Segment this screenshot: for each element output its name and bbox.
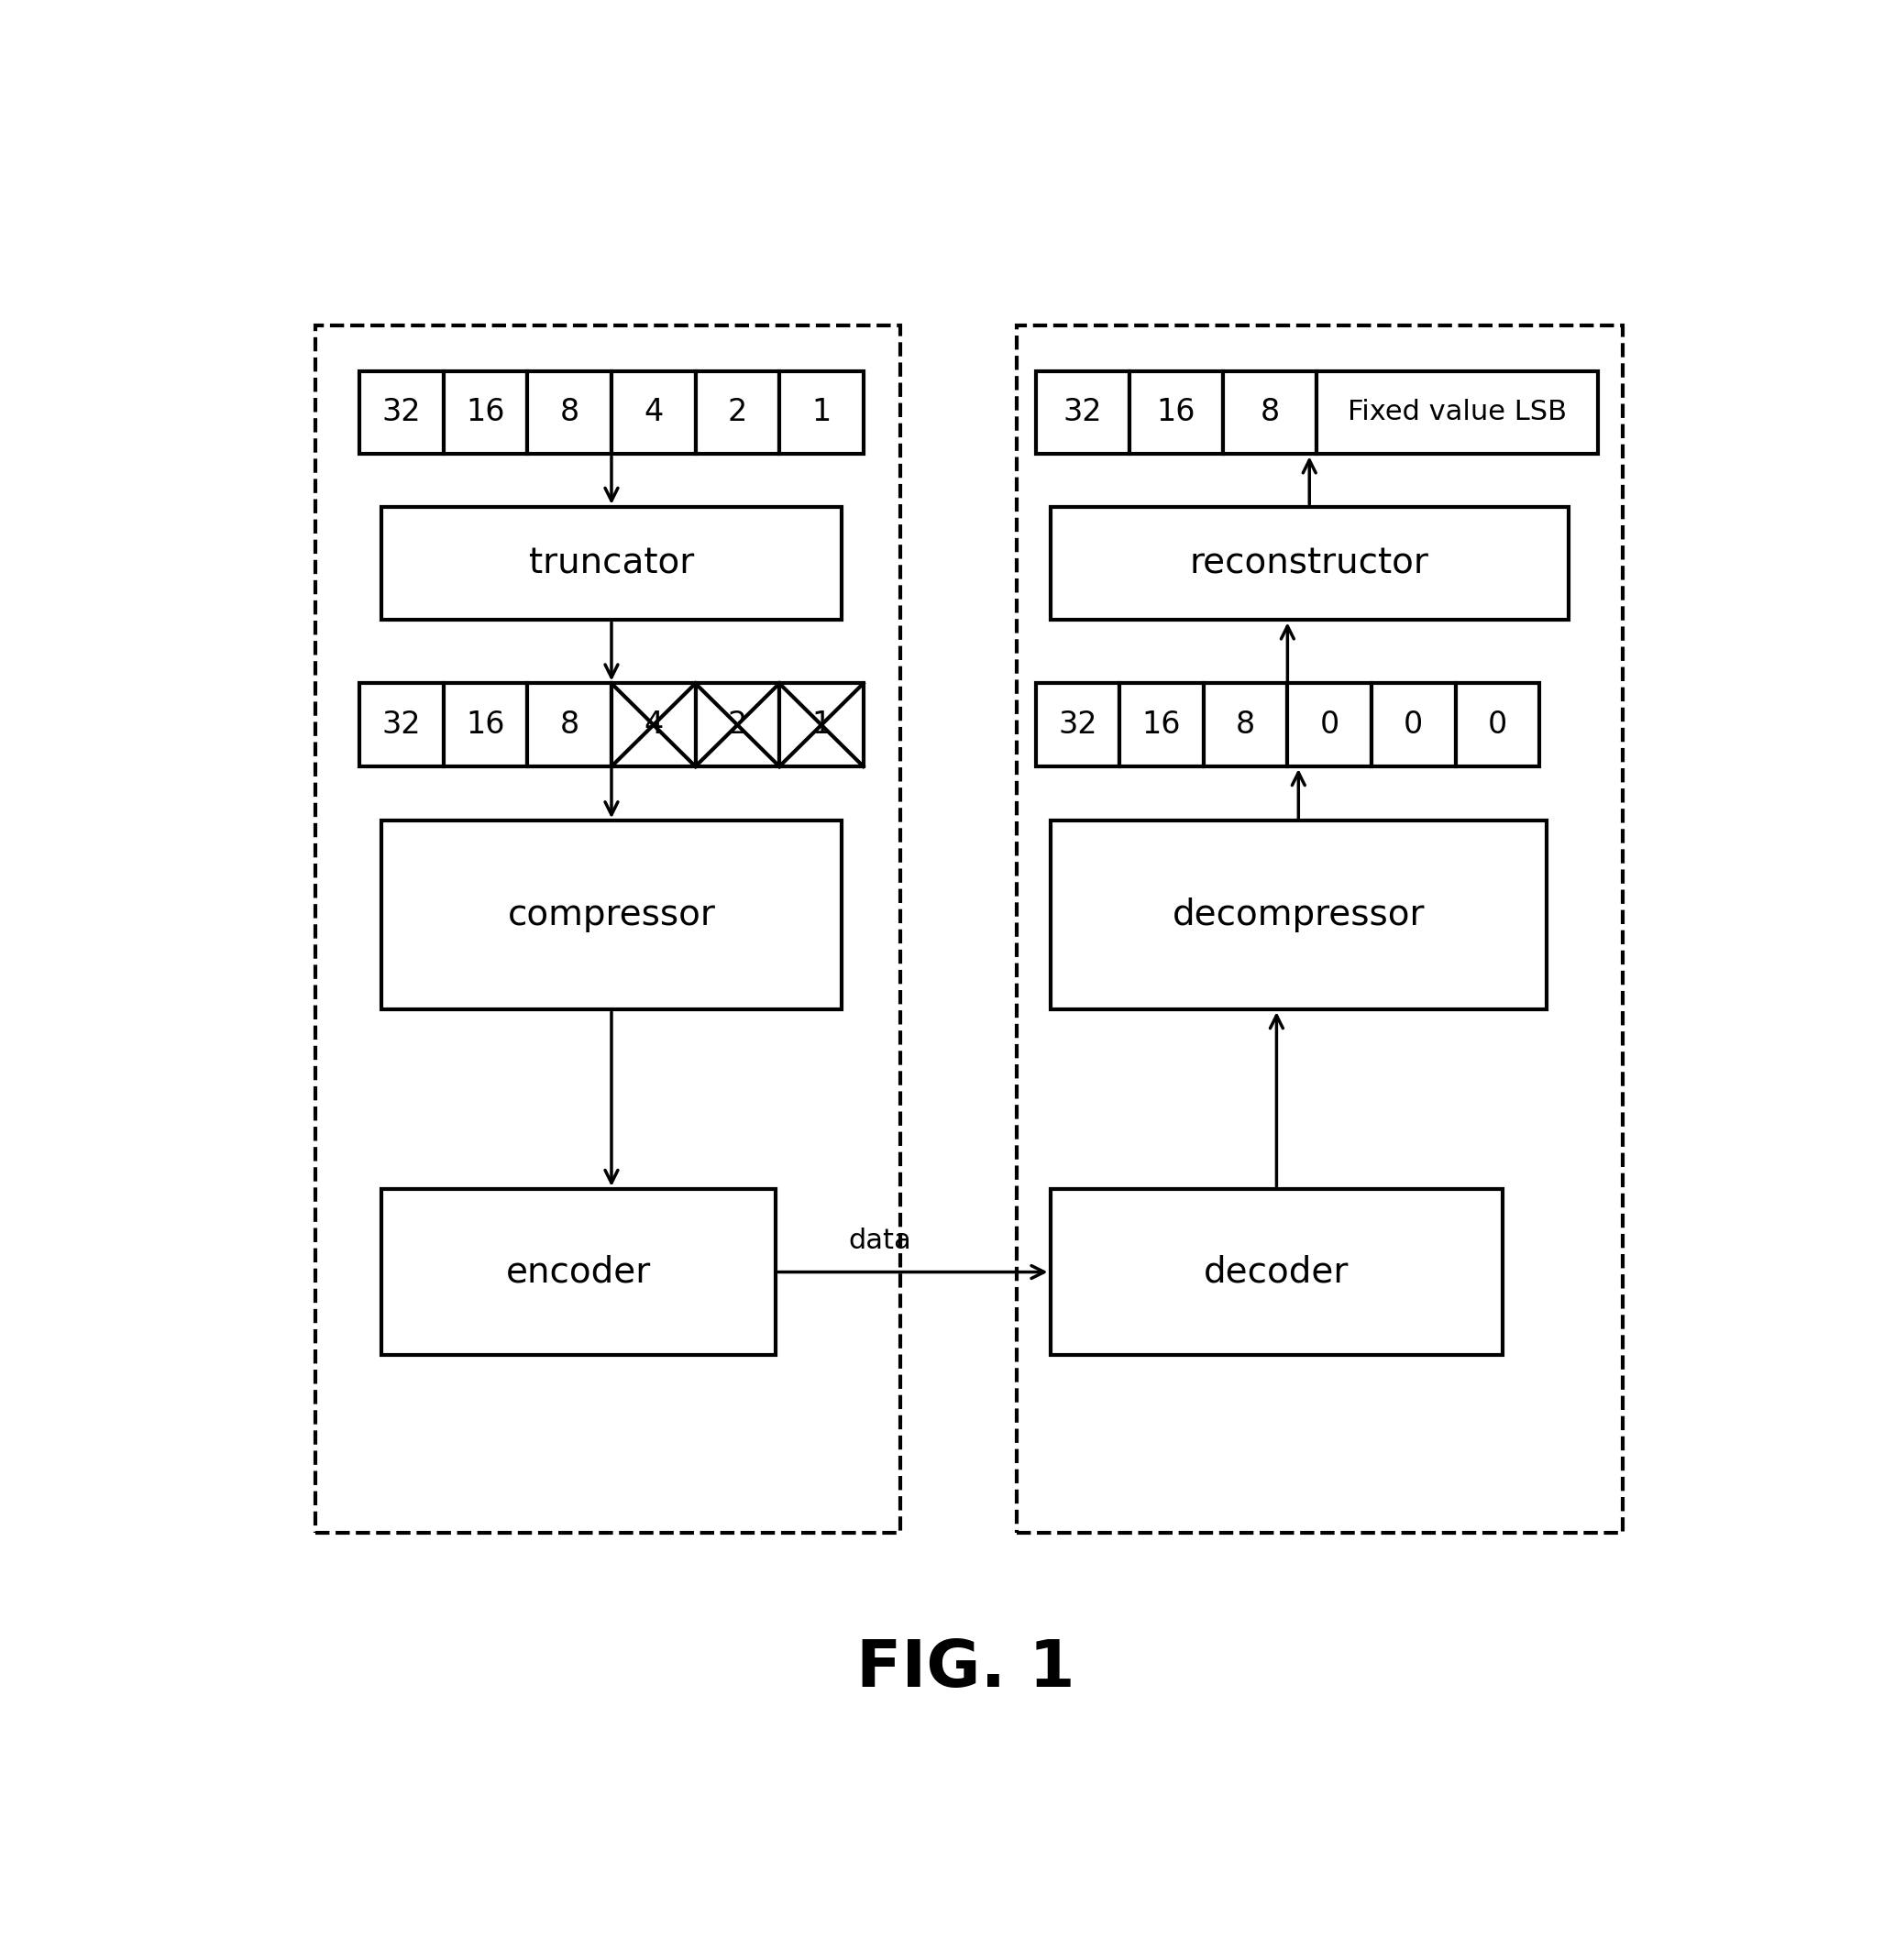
Bar: [1049, 821, 1547, 1009]
Bar: [443, 370, 528, 455]
Bar: [695, 684, 780, 766]
Bar: [528, 370, 612, 455]
Text: reconstructor: reconstructor: [1191, 547, 1428, 580]
Bar: [780, 684, 863, 766]
Text: 32: 32: [1059, 710, 1096, 741]
Text: decoder: decoder: [1204, 1254, 1349, 1290]
Text: 2: 2: [727, 398, 748, 427]
Bar: [1036, 370, 1129, 455]
Bar: [612, 370, 695, 455]
Text: 8: 8: [560, 710, 578, 741]
Text: 8: 8: [1236, 710, 1255, 741]
Bar: [382, 1190, 776, 1354]
Text: data: data: [848, 1227, 912, 1254]
Text: FIG. 1: FIG. 1: [855, 1637, 1076, 1701]
Text: 32: 32: [382, 398, 422, 427]
Bar: [1317, 370, 1598, 455]
Bar: [695, 370, 780, 455]
Bar: [1119, 684, 1204, 766]
Text: encoder: encoder: [507, 1254, 652, 1290]
Bar: [1036, 684, 1119, 766]
Bar: [612, 684, 695, 766]
Text: 16: 16: [1157, 398, 1196, 427]
Text: 0: 0: [1319, 710, 1340, 741]
Text: 16: 16: [1142, 710, 1181, 741]
Text: 16: 16: [465, 710, 505, 741]
Bar: [382, 508, 842, 619]
Text: 2: 2: [727, 710, 748, 741]
Bar: [317, 325, 901, 1533]
Bar: [780, 370, 863, 455]
Bar: [1017, 325, 1622, 1533]
Text: truncator: truncator: [529, 547, 693, 580]
Text: decompressor: decompressor: [1172, 898, 1424, 933]
Bar: [1129, 370, 1223, 455]
Text: 1: 1: [812, 710, 831, 741]
Text: 1: 1: [812, 398, 831, 427]
Text: 0: 0: [1404, 710, 1422, 741]
Bar: [382, 821, 842, 1009]
Text: 32: 32: [1063, 398, 1102, 427]
Text: 16: 16: [465, 398, 505, 427]
Bar: [1204, 684, 1287, 766]
Text: 0: 0: [1488, 710, 1507, 741]
Bar: [360, 684, 443, 766]
Bar: [1049, 508, 1569, 619]
Text: 8: 8: [1260, 398, 1279, 427]
Bar: [1223, 370, 1317, 455]
Text: 32: 32: [382, 710, 422, 741]
Text: 4: 4: [644, 710, 663, 741]
Bar: [360, 370, 443, 455]
Text: compressor: compressor: [507, 898, 716, 933]
Text: Fixed value LSB: Fixed value LSB: [1347, 400, 1567, 425]
Text: 8: 8: [560, 398, 578, 427]
Bar: [1456, 684, 1539, 766]
Bar: [528, 684, 612, 766]
Bar: [1049, 1190, 1503, 1354]
Bar: [443, 684, 528, 766]
Bar: [1372, 684, 1456, 766]
Text: 4: 4: [644, 398, 663, 427]
Bar: [1287, 684, 1372, 766]
